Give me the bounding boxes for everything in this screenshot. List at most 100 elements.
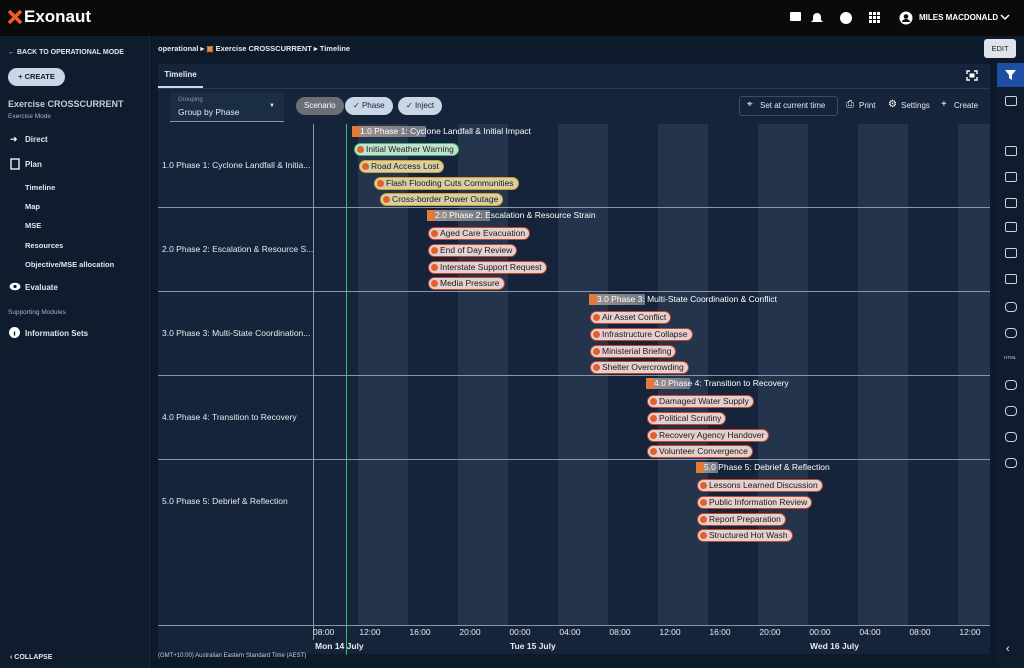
edit-button[interactable]: EDIT (984, 39, 1016, 58)
inject[interactable]: Damaged Water Supply (647, 395, 754, 408)
crumb[interactable]: operational (158, 44, 198, 53)
inject-title[interactable]: Air Asset Conflict (602, 312, 666, 322)
fullscreen-icon[interactable] (966, 70, 978, 81)
inject[interactable]: Shelter Overcrowding (590, 361, 689, 374)
rail-icon[interactable] (1005, 248, 1017, 258)
nav-plan[interactable]: Plan (25, 160, 42, 169)
inject-title[interactable]: Report Preparation (709, 514, 781, 524)
inject[interactable]: Air Asset Conflict (590, 311, 671, 324)
phase-title[interactable]: 2.0 Phase 2: Escalation & Resource Strai… (435, 210, 596, 221)
nav-information-sets[interactable]: Information Sets (25, 329, 88, 338)
nav-sub-item[interactable]: Resources (25, 241, 63, 250)
collapse[interactable]: ‹ COLLAPSE (10, 654, 52, 661)
inject[interactable]: Media Pressure (428, 277, 505, 290)
rail-icon[interactable] (1005, 274, 1017, 284)
inject[interactable]: End of Day Review (428, 244, 517, 257)
phase-title[interactable]: 4.0 Phase 4: Transition to Recovery (654, 378, 789, 389)
crumb[interactable]: Exercise CROSSCURRENT (216, 44, 312, 53)
rail-icon[interactable] (1005, 302, 1017, 312)
rail-icon[interactable] (1005, 222, 1017, 232)
inject[interactable]: Interstate Support Request (428, 261, 547, 274)
filter-chip[interactable]: Scenario (296, 97, 344, 115)
action[interactable]: Print (859, 101, 875, 110)
filter-icon[interactable] (1005, 70, 1016, 80)
inject-title[interactable]: Media Pressure (440, 278, 500, 288)
inject[interactable]: Political Scrutiny (647, 412, 726, 425)
filter-chip[interactable]: ✓ Inject (398, 97, 442, 115)
inject-title[interactable]: Aged Care Evacuation (440, 228, 525, 238)
inject-title[interactable]: Shelter Overcrowding (602, 362, 684, 372)
rail-icon[interactable] (1005, 328, 1017, 338)
inject[interactable]: Flash Flooding Cuts Communities (374, 177, 519, 190)
chip-text[interactable]: Phase (362, 101, 385, 110)
rail-html[interactable]: HTML (1004, 355, 1016, 360)
action[interactable]: Settings (901, 101, 930, 110)
inject[interactable]: Structured Hot Wash (697, 529, 793, 542)
rail-icon[interactable] (1005, 198, 1017, 208)
phase-title[interactable]: 3.0 Phase 3: Multi-State Coordination & … (597, 294, 777, 305)
inject[interactable]: Volunteer Convergence (647, 445, 753, 458)
action-icon[interactable]: ⎙ (846, 99, 854, 110)
nav-sub-item[interactable]: Objective/MSE allocation (25, 260, 114, 269)
inject[interactable]: Road Access Lost (359, 160, 444, 173)
inject[interactable]: Recovery Agency Handover (647, 429, 769, 442)
inject-title[interactable]: Interstate Support Request (440, 262, 542, 272)
inject-title[interactable]: Ministerial Briefing (602, 346, 671, 356)
rail-icon[interactable] (1005, 406, 1017, 416)
nav-direct[interactable]: Direct (25, 135, 48, 144)
inject-title[interactable]: Initial Weather Warning (366, 144, 454, 154)
inject[interactable]: Lessons Learned Discussion (697, 479, 823, 492)
inject-title[interactable]: Cross-border Power Outage (392, 194, 498, 204)
inject[interactable]: Infrastructure Collapse (590, 328, 693, 341)
nav-evaluate[interactable]: Evaluate (25, 283, 58, 292)
tab[interactable]: Timeline (158, 64, 203, 88)
back-text[interactable]: BACK TO OPERATIONAL MODE (17, 49, 124, 56)
inject-title[interactable]: Structured Hot Wash (709, 530, 788, 540)
rail-icon[interactable] (1005, 432, 1017, 442)
inject[interactable]: Report Preparation (697, 513, 786, 526)
inject[interactable]: Cross-border Power Outage (380, 193, 503, 206)
back-link[interactable]: ← BACK TO OPERATIONAL MODE (8, 49, 124, 56)
rail-icon[interactable] (1005, 380, 1017, 390)
inject-title[interactable]: Infrastructure Collapse (602, 329, 688, 339)
filter-chip[interactable]: ✓ Phase (345, 97, 393, 115)
user-menu-caret[interactable] (1000, 14, 1010, 22)
create-button[interactable]: + CREATE (8, 68, 65, 86)
phase-title[interactable]: 5.0 Phase 5: Debrief & Reflection (704, 462, 830, 473)
create-text[interactable]: CREATE (25, 72, 55, 81)
rail-icon[interactable] (1005, 458, 1017, 468)
phase-title[interactable]: 1.0 Phase 1: Cyclone Landfall & Initial … (360, 126, 531, 137)
action-icon[interactable]: + (941, 99, 947, 110)
inject-title[interactable]: Volunteer Convergence (659, 446, 748, 456)
inject[interactable]: Ministerial Briefing (590, 345, 676, 358)
action-icon[interactable]: ⌖ (747, 99, 753, 110)
chip-text[interactable]: Inject (415, 101, 434, 110)
nav-sub-item[interactable]: Timeline (25, 183, 55, 192)
inject[interactable]: Initial Weather Warning (354, 143, 459, 156)
rail-icon[interactable] (1005, 172, 1017, 182)
inject-title[interactable]: Political Scrutiny (659, 413, 721, 423)
grouping-select[interactable]: Grouping Group by Phase ▼ (170, 93, 284, 122)
chip-text[interactable]: Scenario (304, 101, 336, 110)
inject-title[interactable]: Lessons Learned Discussion (709, 480, 818, 490)
inject-title[interactable]: Flash Flooding Cuts Communities (386, 178, 514, 188)
rail-icon[interactable] (1005, 146, 1017, 156)
user-avatar[interactable] (899, 11, 913, 25)
inject-title[interactable]: Damaged Water Supply (659, 396, 749, 406)
user-name[interactable]: MILES MACDONALD (919, 13, 998, 22)
nav-sub-item[interactable]: Map (25, 202, 40, 211)
rail-icon[interactable] (1005, 96, 1017, 106)
header-icons[interactable] (789, 11, 889, 25)
action[interactable]: Set at current time (760, 101, 825, 110)
inject-title[interactable]: End of Day Review (440, 245, 512, 255)
rail-collapse[interactable]: ‹ (1006, 643, 1010, 655)
inject-title[interactable]: Road Access Lost (371, 161, 439, 171)
action-icon[interactable]: ⚙ (888, 99, 897, 110)
nav-sub-item[interactable]: MSE (25, 221, 41, 230)
inject-title[interactable]: Public Information Review (709, 497, 807, 507)
action[interactable]: Create (954, 101, 978, 110)
collapse-text[interactable]: COLLAPSE (14, 654, 52, 661)
inject[interactable]: Aged Care Evacuation (428, 227, 530, 240)
inject[interactable]: Public Information Review (697, 496, 812, 509)
inject-title[interactable]: Recovery Agency Handover (659, 430, 764, 440)
